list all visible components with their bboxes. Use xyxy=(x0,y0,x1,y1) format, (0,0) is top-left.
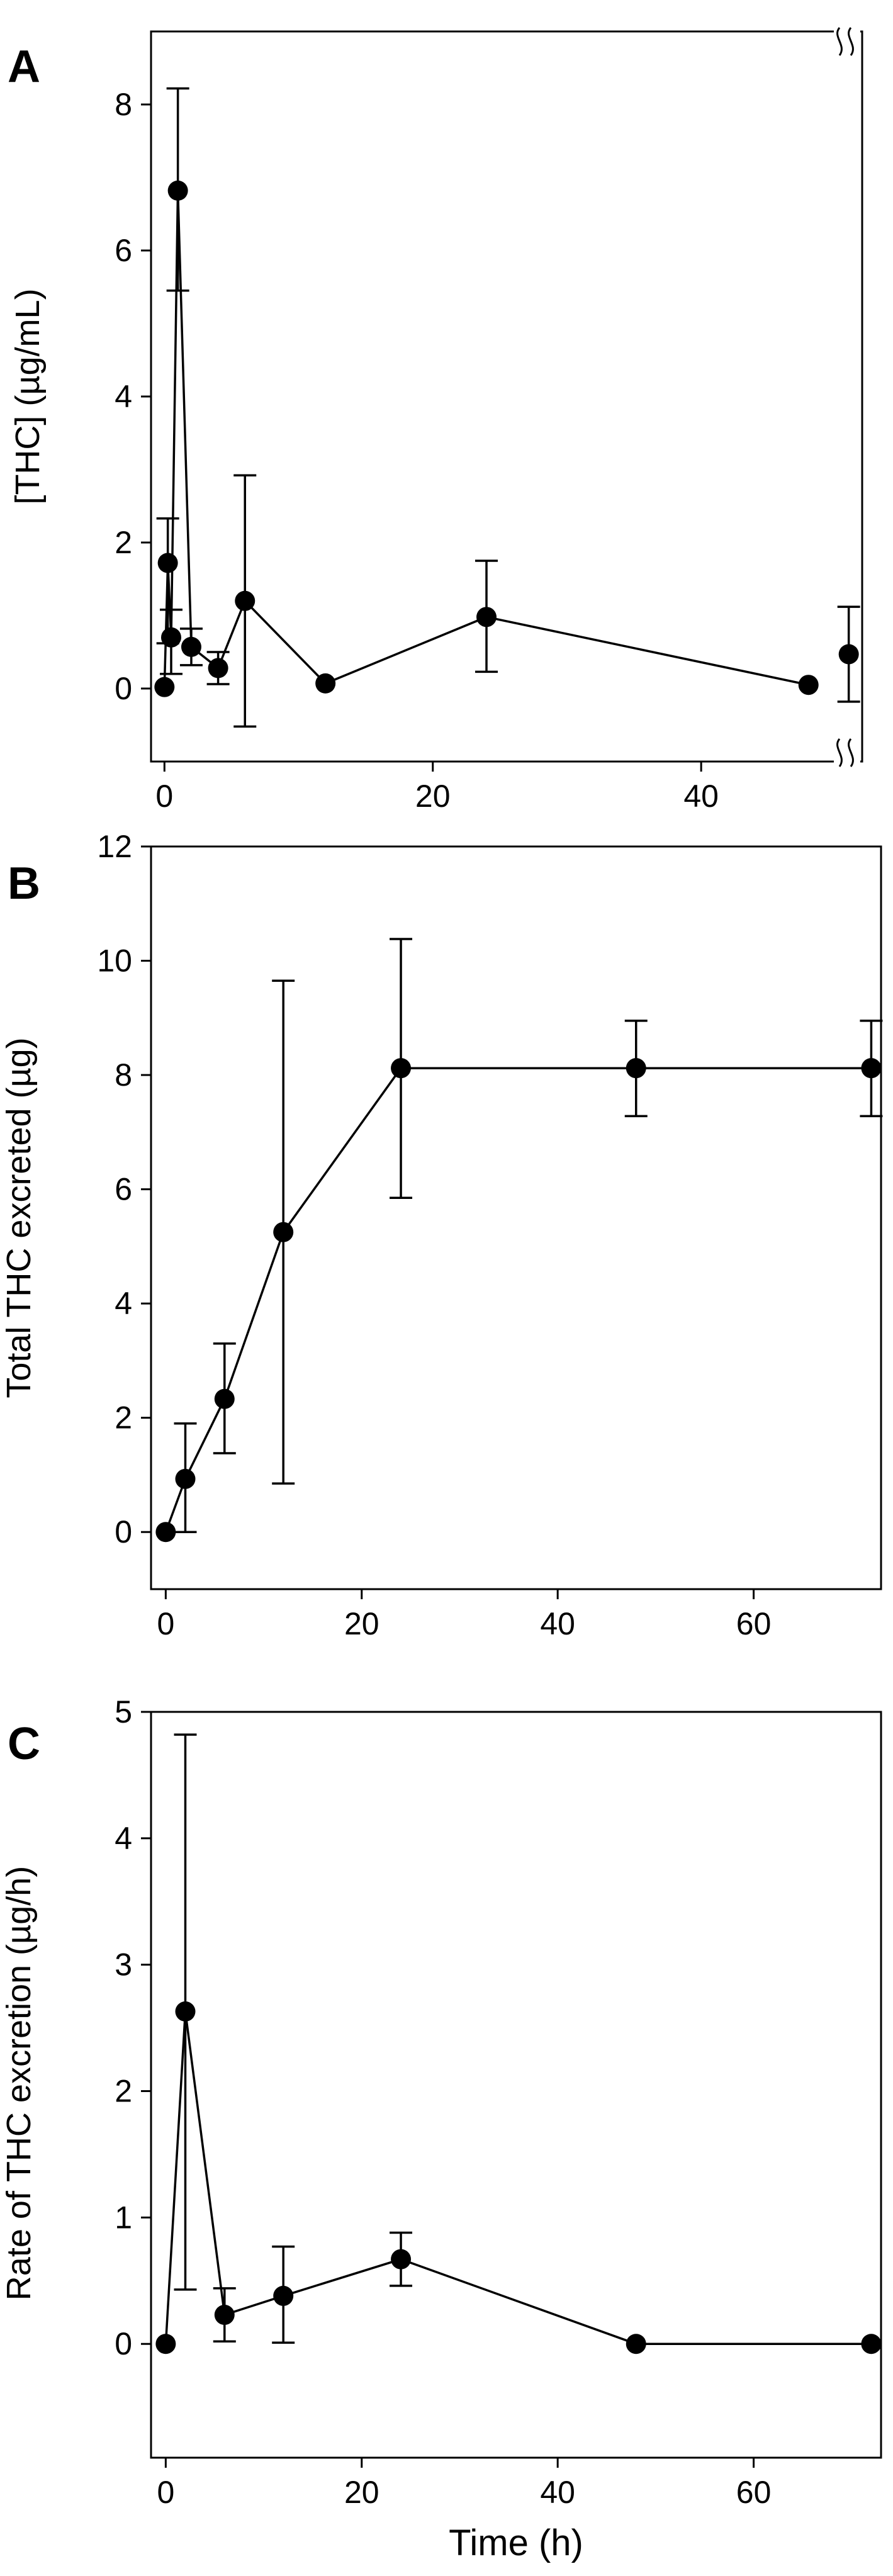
panel-b-ytick-label-3: 6 xyxy=(115,1172,132,1207)
panel-b-ytick-label-4: 8 xyxy=(115,1057,132,1093)
panel-c-data-point-2 xyxy=(214,2305,235,2326)
panel-a-data-point-10 xyxy=(838,644,859,665)
panel-a-data xyxy=(154,87,860,728)
panel-b-ticks: 0 2 4 6 8 10 12 0 20 40 60 xyxy=(97,829,771,1641)
panel-a-letter: A xyxy=(8,42,40,92)
panel-b-ytick-label-1: 2 xyxy=(115,1400,132,1436)
panel-a-series-line xyxy=(163,190,809,687)
panel-c-data-point-0 xyxy=(155,2334,176,2354)
x-axis-label: Time (h) xyxy=(449,2523,583,2563)
panel-a-xtick-label-1: 20 xyxy=(415,779,451,814)
panel-a-ticks: 0 2 4 6 8 0 20 40 xyxy=(115,87,719,814)
panel-a-xtick-label-0: 0 xyxy=(155,779,173,814)
panel-c-ytick-label-1: 1 xyxy=(115,2200,132,2235)
panel-c-xtick-label-2: 40 xyxy=(540,2475,575,2510)
panel-b-series-line xyxy=(164,1067,872,1533)
panel-b-data-point-4 xyxy=(391,1058,412,1079)
panel-b-xtick-label-1: 20 xyxy=(344,1606,379,1641)
panel-b-ytick-label-0: 0 xyxy=(115,1514,132,1550)
panel-b-data-point-0 xyxy=(155,1522,176,1543)
panel-a-data-point-0 xyxy=(154,677,175,697)
panel-b-data-point-5 xyxy=(626,1058,646,1079)
panel-a-ytick-label-3: 6 xyxy=(115,233,132,268)
panel-a-data-point-7 xyxy=(315,673,336,694)
panel-c-series-line xyxy=(164,2011,872,2345)
panel-a-data-point-5 xyxy=(208,658,228,678)
panel-c-ytick-label-2: 2 xyxy=(115,2074,132,2109)
panel-c-xtick-label-3: 60 xyxy=(736,2475,772,2510)
panel-b-data-point-2 xyxy=(214,1388,235,1409)
panel-c-ticks: 0 1 2 3 4 5 0 20 40 60 xyxy=(115,1694,771,2510)
panel-b-plot-frame xyxy=(150,845,882,1590)
panel-a-data-point-8 xyxy=(476,607,497,627)
panel-a-data-point-4 xyxy=(181,636,201,657)
panel-a-y-axis-label: [THC] (µg/mL) xyxy=(9,288,47,504)
panel-c-ytick-label-3: 3 xyxy=(115,1947,132,1983)
panel-c-xtick-label-1: 20 xyxy=(344,2475,379,2510)
axis-break-bottom xyxy=(834,735,860,772)
panel-a-ytick-label-2: 4 xyxy=(115,379,132,414)
panel-b-ytick-label-5: 10 xyxy=(97,943,132,979)
panel-c-ytick-label-5: 5 xyxy=(115,1694,132,1730)
panel-a-ytick-label-1: 2 xyxy=(115,525,132,560)
panel-a-xtick-label-2: 40 xyxy=(683,779,719,814)
panel-a-error-bar-1 xyxy=(156,517,179,644)
panel-a-ytick-label-0: 0 xyxy=(115,671,132,706)
panel-c-xtick-label-0: 0 xyxy=(157,2475,174,2510)
panel-a-data-point-6 xyxy=(235,590,256,611)
panel-a-data-point-1 xyxy=(157,553,178,573)
panel-b-xtick-label-2: 40 xyxy=(540,1606,575,1641)
panel-c-data xyxy=(155,1733,882,2354)
panel-c-letter: C xyxy=(8,1719,40,1769)
panel-a-ytick-label-4: 8 xyxy=(115,87,132,122)
panel-b-data-point-6 xyxy=(861,1058,882,1079)
panel-a-data-point-9 xyxy=(798,675,819,695)
panel-b-ytick-label-6: 12 xyxy=(97,829,132,864)
panel-b-xtick-label-0: 0 xyxy=(157,1606,174,1641)
panel-a: A [THC] (µg/mL) 0 2 4 6 8 0 20 40 xyxy=(8,24,863,814)
panel-c-ytick-label-0: 0 xyxy=(115,2326,132,2361)
panel-c-data-point-1 xyxy=(175,2001,196,2022)
panel-c: C Rate of THC excretion (µg/h) 0 1 2 3 4 5 0 20… xyxy=(0,1694,882,2510)
panel-b-xtick-label-3: 60 xyxy=(736,1606,772,1641)
panel-c-ytick-label-4: 4 xyxy=(115,1821,132,1856)
panel-a-plot-frame xyxy=(150,30,863,763)
panel-b-data-point-1 xyxy=(175,1468,196,1489)
panel-b-ytick-label-2: 4 xyxy=(115,1286,132,1321)
panel-b-letter: B xyxy=(8,858,40,909)
panel-c-y-axis-label: Rate of THC excretion (µg/h) xyxy=(0,1866,38,2300)
panel-b: B Total THC excreted (µg) 0 2 4 6 8 10 12 0 20 40… xyxy=(0,829,883,1641)
panel-b-y-axis-label: Total THC excreted (µg) xyxy=(0,1037,38,1398)
panel-a-data-point-2 xyxy=(160,627,181,648)
panel-c-data-point-4 xyxy=(391,2249,412,2269)
panel-b-data-point-3 xyxy=(273,1222,294,1242)
panel-c-data-point-5 xyxy=(626,2334,646,2354)
panel-b-data xyxy=(155,938,883,1543)
panel-c-plot-frame xyxy=(150,1711,882,2459)
panel-c-data-point-6 xyxy=(861,2334,882,2354)
panel-a-data-point-3 xyxy=(167,180,188,201)
panel-c-data-point-3 xyxy=(273,2285,294,2306)
axis-break-top xyxy=(834,24,860,60)
